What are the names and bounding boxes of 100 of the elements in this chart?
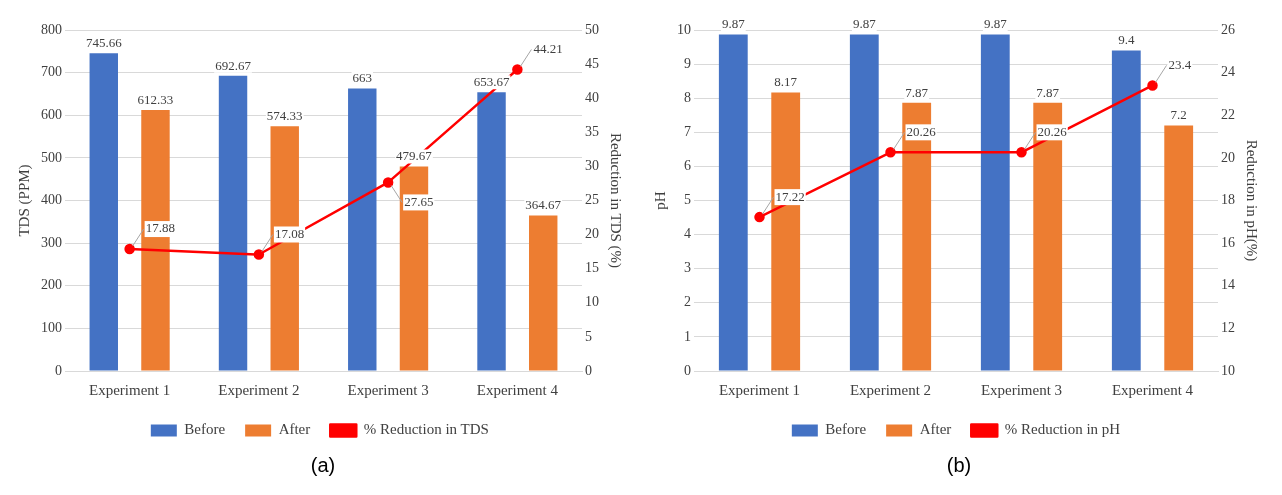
y-tick-label: 500 bbox=[41, 149, 62, 165]
y-tick-label: 400 bbox=[41, 192, 62, 208]
text: (a) bbox=[310, 454, 336, 477]
y-tick-label: 0 bbox=[684, 362, 691, 378]
data-label: 44.21 bbox=[533, 40, 563, 56]
bar bbox=[1164, 125, 1194, 371]
data-label: 20.26 bbox=[1037, 123, 1068, 139]
data-label: 9.4 bbox=[1118, 32, 1135, 48]
y-tick-label: 1 bbox=[684, 328, 691, 344]
data-label: 17.88 bbox=[145, 220, 175, 236]
data-label: 692.67 bbox=[215, 57, 252, 73]
y2-tick-label: 50 bbox=[585, 21, 599, 37]
y-tick-label: 700 bbox=[41, 64, 62, 80]
y-tick-label: 10 bbox=[677, 21, 691, 37]
bar bbox=[718, 34, 748, 371]
y2-tick-label: 10 bbox=[1221, 362, 1235, 378]
bar bbox=[1111, 50, 1141, 371]
y2-axis-title: Reduction in TDS (%) bbox=[607, 132, 625, 269]
y2-tick-label: 40 bbox=[585, 89, 599, 105]
y-tick-label: 200 bbox=[41, 277, 62, 293]
y-tick-label: 3 bbox=[684, 260, 691, 276]
data-label: 364.67 bbox=[525, 197, 562, 213]
data-label: 7.87 bbox=[905, 84, 929, 100]
x-tick-label: Experiment 3 bbox=[980, 381, 1063, 398]
y2-tick-label: 5 bbox=[585, 328, 592, 344]
data-label: 663 bbox=[352, 70, 373, 86]
y-tick-label: 9 bbox=[684, 55, 691, 71]
legend-label: Before bbox=[825, 421, 867, 438]
x-tick-label: Experiment 1 bbox=[89, 381, 171, 398]
bar bbox=[529, 215, 558, 371]
legend-label: % Reduction in pH bbox=[1004, 421, 1121, 438]
y2-tick-label: 12 bbox=[1221, 320, 1235, 336]
y2-tick-label: 18 bbox=[1221, 192, 1235, 208]
data-label: 17.22 bbox=[775, 188, 805, 204]
data-label: 574.33 bbox=[266, 108, 303, 124]
y2-tick-label: 25 bbox=[585, 192, 599, 208]
y2-tick-label: 45 bbox=[585, 55, 599, 71]
point bbox=[754, 211, 765, 223]
y-tick-label: 300 bbox=[41, 234, 62, 250]
y2-tick-label: 16 bbox=[1221, 234, 1235, 250]
text: (b) bbox=[946, 454, 972, 477]
data-label: 23.4 bbox=[1168, 56, 1192, 72]
point bbox=[382, 177, 394, 188]
data-label: 27.65 bbox=[404, 193, 434, 209]
y2-tick-label: 20 bbox=[1221, 149, 1235, 165]
bar bbox=[348, 88, 377, 371]
data-label: 8.17 bbox=[774, 74, 798, 90]
data-label: 9.87 bbox=[852, 16, 877, 32]
point bbox=[124, 243, 135, 255]
y-tick-label: 4 bbox=[684, 226, 691, 242]
y-tick-label: 100 bbox=[41, 320, 62, 336]
data-label: 479.67 bbox=[396, 148, 433, 164]
data-label: 7.87 bbox=[1036, 84, 1060, 100]
x-tick-label: Experiment 1 bbox=[718, 381, 801, 398]
bar bbox=[849, 34, 879, 371]
y-axis-title: pH bbox=[651, 191, 668, 210]
x-tick-label: Experiment 4 bbox=[1111, 381, 1194, 398]
point bbox=[512, 64, 523, 75]
x-tick-label: Experiment 2 bbox=[218, 381, 300, 398]
bar bbox=[477, 92, 506, 371]
y-tick-label: 8 bbox=[684, 89, 691, 105]
y2-tick-label: 30 bbox=[585, 158, 599, 174]
y2-tick-label: 35 bbox=[585, 123, 599, 139]
data-label: 745.66 bbox=[85, 35, 123, 51]
data-label: 9.87 bbox=[721, 16, 746, 32]
y-tick-label: 7 bbox=[684, 123, 691, 139]
data-label: 7.2 bbox=[1170, 107, 1187, 123]
y2-tick-label: 24 bbox=[1221, 64, 1235, 80]
point bbox=[885, 147, 896, 158]
y-axis-title: TDS (PPM) bbox=[15, 164, 33, 237]
y2-tick-label: 0 bbox=[585, 362, 592, 378]
point bbox=[1147, 80, 1158, 91]
y-tick-label: 5 bbox=[684, 192, 691, 208]
point bbox=[253, 249, 265, 260]
y-tick-label: 800 bbox=[41, 21, 62, 37]
y-tick-label: 6 bbox=[684, 158, 691, 174]
data-label: 653.67 bbox=[473, 74, 510, 90]
y2-tick-label: 26 bbox=[1221, 21, 1235, 37]
y2-tick-label: 20 bbox=[585, 226, 599, 242]
x-tick-label: Experiment 3 bbox=[347, 381, 429, 398]
data-label: 20.26 bbox=[906, 123, 937, 139]
y2-tick-label: 14 bbox=[1221, 277, 1235, 293]
data-label: 612.33 bbox=[137, 91, 174, 107]
y-tick-label: 2 bbox=[684, 294, 691, 310]
y2-tick-label: 22 bbox=[1221, 106, 1235, 122]
legend-label: After bbox=[278, 421, 311, 438]
y-tick-label: 600 bbox=[41, 106, 62, 122]
y2-tick-label: 10 bbox=[585, 294, 599, 310]
y2-axis-title: Reduction in pH(%) bbox=[1243, 139, 1261, 262]
bar bbox=[89, 53, 118, 371]
legend-label: % Reduction in TDS bbox=[363, 421, 489, 438]
data-label: 9.87 bbox=[983, 16, 1008, 32]
y-tick-label: 0 bbox=[55, 362, 62, 378]
legend-label: Before bbox=[184, 421, 226, 438]
point bbox=[1016, 147, 1027, 158]
x-tick-label: Experiment 4 bbox=[476, 381, 559, 398]
bar bbox=[980, 34, 1010, 371]
y2-tick-label: 15 bbox=[585, 260, 599, 276]
bar bbox=[218, 75, 248, 371]
data-label: 17.08 bbox=[274, 225, 305, 241]
